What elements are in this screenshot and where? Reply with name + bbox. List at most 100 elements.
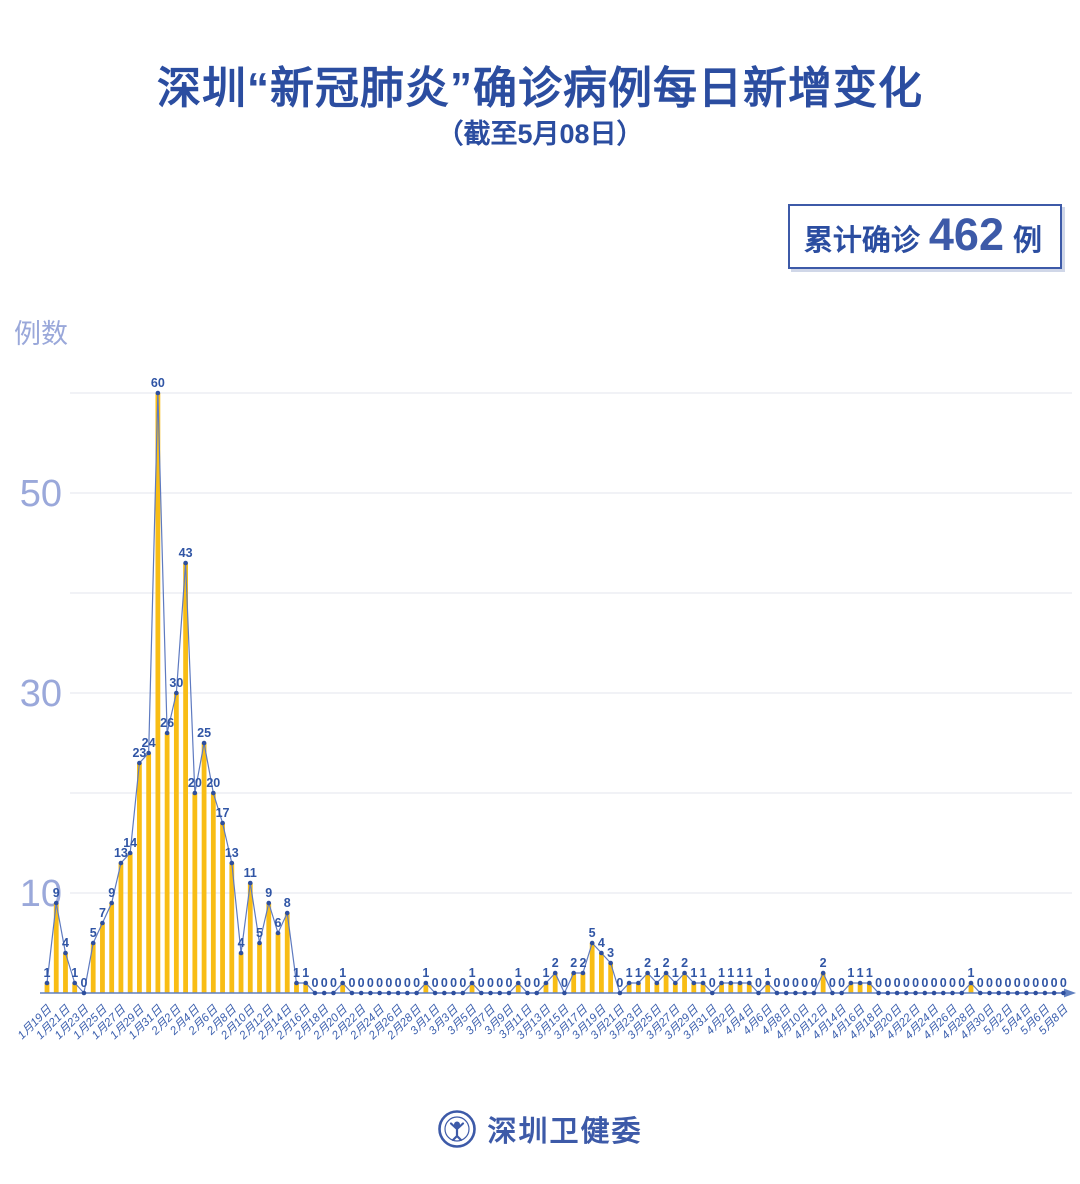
data-point-dot <box>515 980 521 986</box>
value-label: 0 <box>986 976 993 990</box>
bar <box>515 983 521 993</box>
data-point-dot <box>931 990 937 996</box>
bar <box>90 943 96 993</box>
bar <box>164 733 170 993</box>
bar <box>599 953 604 993</box>
value-label: 1 <box>542 966 549 980</box>
data-point-dot <box>423 980 429 986</box>
data-point-dot <box>460 990 466 996</box>
data-point-dot <box>996 990 1002 996</box>
data-point-dot <box>663 970 669 976</box>
data-point-dot <box>857 980 863 986</box>
data-point-dot <box>118 860 124 866</box>
data-point-dot <box>414 990 419 996</box>
bar <box>192 793 198 993</box>
data-point-dot <box>44 980 50 986</box>
bar <box>848 983 854 993</box>
data-point-dot <box>506 990 512 996</box>
value-label: 0 <box>478 976 485 990</box>
data-point-dot <box>1005 990 1011 996</box>
value-label: 4 <box>598 936 605 950</box>
badge-label: 累计确诊 <box>803 225 920 257</box>
value-label: 0 <box>1051 976 1058 990</box>
value-label: 6 <box>275 916 282 930</box>
data-point-dot <box>673 980 678 986</box>
value-label: 2 <box>570 956 577 970</box>
data-point-dot <box>442 990 447 996</box>
bar <box>183 563 188 993</box>
bar <box>543 983 549 993</box>
value-label: 1 <box>737 966 744 980</box>
bar <box>866 983 872 993</box>
value-label: 26 <box>160 716 174 730</box>
value-label: 0 <box>1023 976 1030 990</box>
data-point-dot <box>728 980 734 986</box>
value-label: 4 <box>238 936 245 950</box>
value-label: 2 <box>579 956 586 970</box>
data-point-dot <box>691 980 697 986</box>
bar <box>857 983 863 993</box>
data-point-dot <box>645 970 650 976</box>
y-tick-label: 30 <box>20 673 62 715</box>
data-point-dot <box>987 990 992 996</box>
value-label: 1 <box>302 966 309 980</box>
data-point-dot <box>867 980 872 986</box>
value-label: 1 <box>469 966 476 980</box>
chart-title: 深圳“新冠肺炎”确诊病例每日新增变化 <box>157 64 923 113</box>
data-point-dot <box>543 980 549 986</box>
value-labels-group: 1941057913142324602630432025201713411596… <box>44 376 1067 990</box>
value-label: 17 <box>216 806 230 820</box>
value-label: 9 <box>265 886 272 900</box>
data-point-dot <box>53 900 59 906</box>
bar <box>44 983 50 993</box>
bar <box>173 693 179 993</box>
data-point-dot <box>266 900 272 906</box>
data-point-dot <box>386 990 392 996</box>
value-label: 1 <box>653 966 660 980</box>
data-point-dot <box>885 990 891 996</box>
data-point-dot <box>137 760 142 766</box>
bar <box>229 863 235 993</box>
data-point-dot <box>284 910 290 916</box>
chart-subtitle: （截至5月08日） <box>436 119 644 149</box>
data-point-dot <box>1051 990 1057 996</box>
value-label: 7 <box>99 906 106 920</box>
value-label: 0 <box>912 976 919 990</box>
value-label: 0 <box>506 976 513 990</box>
value-label: 13 <box>225 846 239 860</box>
value-label: 43 <box>179 546 193 560</box>
data-point-dot <box>1061 990 1066 996</box>
data-point-dot <box>682 970 687 976</box>
data-point-dot <box>700 980 706 986</box>
data-point-dot <box>950 990 955 996</box>
data-point-dot <box>1024 990 1029 996</box>
bar <box>746 983 752 993</box>
value-label: 0 <box>311 976 318 990</box>
data-point-dot <box>405 990 410 996</box>
value-label: 0 <box>838 976 845 990</box>
value-label: 0 <box>921 976 928 990</box>
value-label: 0 <box>330 976 337 990</box>
data-point-dot <box>321 990 327 996</box>
data-point-dot <box>756 990 761 996</box>
value-label: 0 <box>958 976 965 990</box>
value-label: 1 <box>71 966 78 980</box>
data-point-dot <box>913 990 918 996</box>
data-point-dot <box>774 990 780 996</box>
value-label: 0 <box>1032 976 1039 990</box>
data-point-dot <box>238 950 244 956</box>
value-label: 14 <box>123 836 137 850</box>
data-point-dot <box>599 950 604 956</box>
data-point-dot <box>904 990 909 996</box>
bar <box>275 933 281 993</box>
bar <box>238 953 244 993</box>
bar <box>691 983 697 993</box>
value-label: 13 <box>114 846 128 860</box>
data-point-dot <box>247 880 253 886</box>
bar <box>220 823 225 993</box>
bar <box>645 973 650 993</box>
data-point-dot <box>109 900 114 906</box>
bar <box>968 983 974 993</box>
value-label: 0 <box>995 976 1002 990</box>
